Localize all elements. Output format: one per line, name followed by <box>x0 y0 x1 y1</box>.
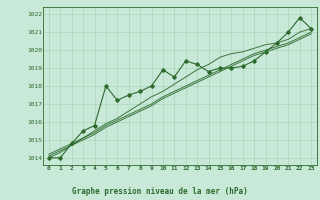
Text: Graphe pression niveau de la mer (hPa): Graphe pression niveau de la mer (hPa) <box>72 187 248 196</box>
